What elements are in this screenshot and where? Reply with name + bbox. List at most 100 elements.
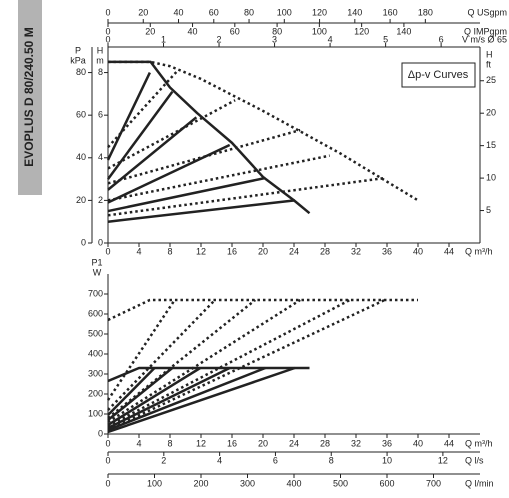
curve	[107, 99, 236, 170]
top-axis-label: Q IMPgpm	[464, 26, 507, 36]
curve	[107, 298, 301, 424]
x-tick-label: 44	[444, 246, 454, 256]
x-tick-label: 20	[258, 438, 268, 448]
top-axis-label: V m/s Ø 65	[462, 34, 507, 44]
top-tick-label: 1	[161, 34, 166, 44]
bottom-tick-label: 100	[147, 478, 162, 488]
curve	[107, 298, 386, 432]
x-tick-label: 36	[382, 246, 392, 256]
bottom-tick-label: 400	[286, 478, 301, 488]
bottom-tick-label: 200	[193, 478, 208, 488]
y-tick-label: 0	[98, 237, 103, 247]
top-tick-label: 120	[354, 26, 369, 36]
curve	[107, 366, 231, 430]
y-tick-label: 500	[88, 328, 103, 338]
kpa-tick-label: 60	[76, 110, 86, 120]
curve	[107, 299, 257, 419]
kpa-tick-label: 80	[76, 67, 86, 77]
x-tick-label: 16	[227, 438, 237, 448]
x-tick-label: 36	[382, 438, 392, 448]
top-tick-label: 0	[105, 34, 110, 44]
x-tick-label: 12	[196, 246, 206, 256]
top-tick-label: 20	[138, 7, 148, 17]
y2-tick-label: 10	[486, 172, 496, 182]
y-tick-label: 2	[98, 195, 103, 205]
curve	[107, 69, 179, 148]
y2-axis-unit: ft	[486, 59, 492, 69]
top-tick-label: 20	[145, 26, 155, 36]
curve	[107, 366, 296, 434]
kpa-axis-symbol: P	[75, 45, 81, 55]
x-tick-label: 12	[196, 438, 206, 448]
y2-axis-symbol: H	[486, 49, 493, 59]
y-tick-label: 400	[88, 348, 103, 358]
x-tick-label: 28	[320, 438, 330, 448]
page-title: EVOPLUS D 80/240.50 M	[22, 27, 36, 166]
bottom-tick-label: 6	[273, 455, 278, 465]
bottom-tick-label: 300	[240, 478, 255, 488]
curve	[107, 299, 216, 411]
top-tick-label: 60	[209, 7, 219, 17]
bottom-tick-label: 12	[438, 455, 448, 465]
top-tick-label: 40	[188, 26, 198, 36]
curve	[107, 298, 418, 322]
bottom-tick-label: 4	[217, 455, 222, 465]
x-tick-label: 0	[105, 438, 110, 448]
x-tick-label: 8	[167, 246, 172, 256]
x-tick-label: 8	[167, 438, 172, 448]
top-tick-label: 0	[105, 26, 110, 36]
bottom-tick-label: 600	[379, 478, 394, 488]
x-tick-label: 32	[351, 438, 361, 448]
top-tick-label: 0	[105, 7, 110, 17]
y-tick-label: 700	[88, 288, 103, 298]
y-tick-label: 200	[88, 388, 103, 398]
bottom-axis-label: Q l/s	[465, 455, 484, 465]
x-tick-label: 0	[105, 246, 110, 256]
top-tick-label: 160	[383, 7, 398, 17]
sidebar	[18, 0, 42, 195]
top-tick-label: 3	[272, 34, 277, 44]
top-tick-label: 140	[396, 26, 411, 36]
top-tick-label: 100	[312, 26, 327, 36]
top-tick-label: 100	[277, 7, 292, 17]
bottom-tick-label: 2	[161, 455, 166, 465]
x-tick-label: 24	[289, 246, 299, 256]
curve	[106, 72, 151, 161]
curve	[106, 299, 176, 401]
curve	[107, 367, 174, 421]
top-tick-label: 120	[312, 7, 327, 17]
curve	[107, 298, 351, 428]
top-tick-label: 5	[383, 34, 388, 44]
top-tick-label: 80	[272, 26, 282, 36]
bottom-axis-label: Q l/min	[465, 478, 494, 488]
x-tick-label: 4	[136, 246, 141, 256]
kpa-tick-label: 0	[81, 237, 86, 247]
curve	[108, 60, 311, 215]
curve	[107, 366, 310, 383]
x-tick-label: 40	[413, 246, 423, 256]
y-tick-label: 6	[98, 110, 103, 120]
x-tick-label: 20	[258, 246, 268, 256]
top-tick-label: 80	[244, 7, 254, 17]
y2-tick-label: 5	[486, 205, 491, 215]
curve	[107, 176, 266, 213]
y-tick-label: 300	[88, 368, 103, 378]
y-axis-symbol: P1	[91, 257, 102, 267]
curve	[107, 367, 156, 416]
y-axis-unit: W	[93, 267, 102, 277]
bottom-tick-label: 0	[105, 455, 110, 465]
x-tick-label: 24	[289, 438, 299, 448]
y-tick-label: 4	[98, 152, 103, 162]
bottom-tick-label: 8	[329, 455, 334, 465]
bottom-tick-label: 10	[382, 455, 392, 465]
kpa-tick-label: 40	[76, 152, 86, 162]
x-tick-label: 44	[444, 438, 454, 448]
curve	[106, 90, 174, 180]
y-tick-label: 600	[88, 308, 103, 318]
y-axis-symbol: H	[97, 45, 104, 55]
top-tick-label: 4	[328, 34, 333, 44]
y-axis-unit: m	[96, 55, 104, 65]
top-tick-label: 2	[217, 34, 222, 44]
annotation: Δp-v Curves	[408, 69, 469, 81]
